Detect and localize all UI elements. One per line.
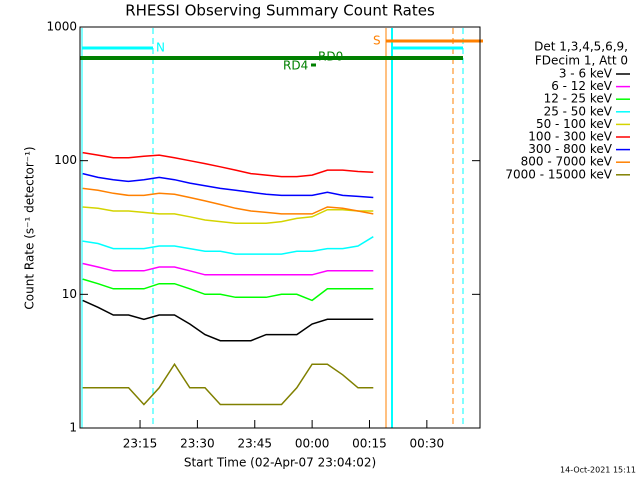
- series-line: [82, 187, 374, 215]
- y-tick-label: 100: [54, 153, 77, 167]
- legend-label: 7000 - 15000 keV: [505, 167, 612, 181]
- legend-label: 100 - 300 keV: [528, 130, 612, 144]
- legend-label: 25 - 50 keV: [544, 104, 613, 118]
- annotation: RD0: [318, 50, 343, 64]
- legend-label: 800 - 7000 keV: [521, 155, 613, 169]
- x-tick-label: 23:15: [123, 437, 158, 451]
- legend-label: 300 - 800 keV: [528, 142, 612, 156]
- series-line: [82, 206, 374, 225]
- series-line: [82, 262, 374, 276]
- y-axis-label: Count Rate (s⁻¹ detector⁻¹): [23, 146, 37, 309]
- series-line: [82, 236, 374, 255]
- chart-title: RHESSI Observing Summary Count Rates: [125, 2, 435, 20]
- x-axis-label: Start Time (02-Apr-07 23:04:02): [184, 456, 376, 470]
- x-tick-label: 23:30: [180, 437, 215, 451]
- legend-label: 3 - 6 keV: [559, 67, 613, 81]
- legend-header: FDecim 1, Att 0: [535, 54, 628, 68]
- annotation: N: [156, 41, 165, 55]
- legend-label: 6 - 12 keV: [551, 79, 613, 93]
- x-tick-label: 00:30: [410, 437, 445, 451]
- series-line: [82, 278, 374, 302]
- x-tick-label: 00:15: [352, 437, 387, 451]
- x-tick-label: 23:45: [237, 437, 272, 451]
- annotation: RD4: [283, 59, 308, 73]
- series-line: [82, 151, 374, 178]
- y-tick-label: 1: [69, 421, 77, 435]
- flags: [80, 28, 483, 428]
- legend-label: 50 - 100 keV: [536, 117, 613, 131]
- y-tick-label: 10: [62, 287, 77, 301]
- plot-frame: [79, 26, 481, 429]
- series-line: [82, 362, 374, 406]
- series-line: [82, 172, 374, 199]
- timestamp: 14-Oct-2021 15:11: [560, 466, 636, 475]
- legend-label: 12 - 25 keV: [544, 92, 613, 106]
- legend-header: Det 1,3,4,5,6,9,: [534, 40, 628, 54]
- x-tick-label: 00:00: [295, 437, 330, 451]
- series-line: [82, 299, 374, 342]
- y-tick-label: 1000: [46, 20, 77, 34]
- annotation: S: [373, 34, 381, 48]
